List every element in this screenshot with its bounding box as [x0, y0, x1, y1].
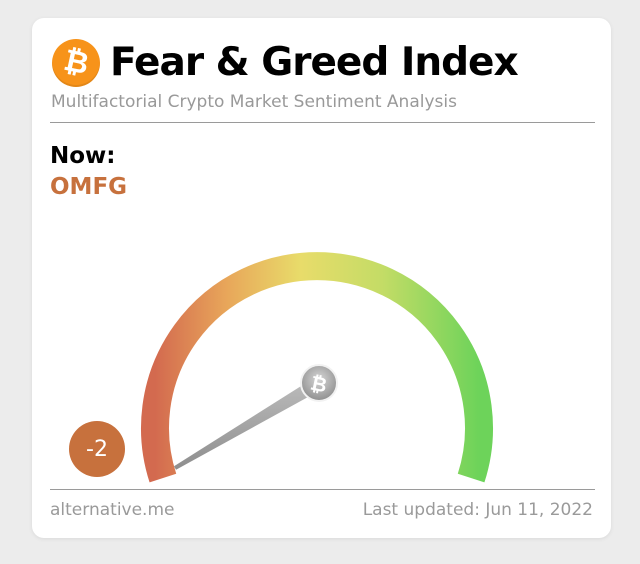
- now-label: Now:: [50, 143, 116, 169]
- sentiment-gauge: ₿: [141, 252, 493, 483]
- gauge-needle: [174, 377, 323, 470]
- fear-greed-card: ₿ Fear & Greed Index Multifactorial Cryp…: [32, 18, 611, 538]
- header-divider: [50, 122, 595, 123]
- index-value: -2: [86, 436, 108, 462]
- gauge-arc: [141, 252, 493, 483]
- last-updated: Last updated: Jun 11, 2022: [362, 500, 593, 520]
- bitcoin-icon: ₿: [52, 39, 100, 87]
- page-subtitle: Multifactorial Crypto Market Sentiment A…: [51, 92, 457, 112]
- source-link[interactable]: alternative.me: [50, 500, 175, 520]
- page-title: Fear & Greed Index: [110, 40, 519, 85]
- now-classification: OMFG: [50, 174, 128, 200]
- footer-divider: [50, 489, 595, 490]
- index-value-badge: -2: [69, 421, 125, 477]
- gauge-hub: [300, 364, 338, 402]
- gauge-hub-bitcoin-icon: ₿: [308, 371, 329, 398]
